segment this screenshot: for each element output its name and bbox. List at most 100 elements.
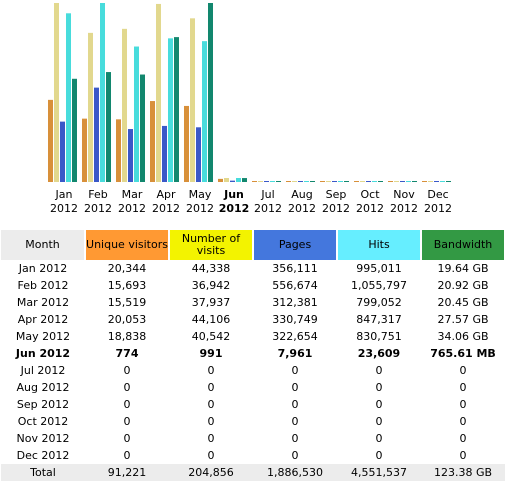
cell-month: Jan 2012	[18, 262, 68, 275]
bar	[128, 129, 133, 182]
year-label: 2012	[50, 202, 78, 215]
column-header: Unique visitors	[85, 230, 170, 260]
cell-month: Jun 2012	[15, 347, 71, 360]
cell-value: 0	[459, 432, 467, 445]
bar	[388, 181, 393, 182]
bar	[286, 181, 291, 182]
month-label: Jul	[260, 188, 274, 201]
year-label: 2012	[254, 202, 282, 215]
cell-value: 991	[199, 347, 223, 360]
cell-value: 20.92 GB	[437, 279, 489, 292]
bar	[156, 3, 161, 182]
cell-value: 0	[291, 432, 299, 445]
total-value: 1,886,530	[253, 464, 337, 481]
bar	[100, 3, 105, 182]
year-label: 2012	[356, 202, 384, 215]
bar	[202, 41, 207, 183]
cell-month: Sep 2012	[16, 398, 70, 411]
cell-value: 0	[291, 449, 299, 462]
cell-value: 44,106	[191, 313, 231, 326]
cell-month: Aug 2012	[16, 381, 70, 394]
year-label: 2012	[186, 202, 214, 215]
month-row: Oct 2012 0 0 0 0 0	[1, 413, 505, 430]
bar	[412, 181, 417, 182]
header-row: Month Unique visitors Number of visits Pag…	[1, 230, 506, 260]
year-label: 2012	[424, 202, 452, 215]
month-label: Jun	[223, 188, 244, 201]
bar	[276, 181, 281, 182]
bar	[218, 178, 223, 182]
total-value: 123.38 GB	[421, 464, 505, 481]
bar	[116, 119, 121, 182]
cell-month: Mar 2012	[16, 296, 70, 309]
cell-value: 7,961	[277, 347, 313, 360]
cell-value: 995,011	[356, 262, 402, 275]
cell-month: Feb 2012	[17, 279, 69, 292]
cell-value: 0	[459, 415, 467, 428]
chart: Jan2012Feb2012Mar2012Apr2012May2012Jun20…	[48, 3, 452, 215]
bar	[400, 181, 405, 182]
bar	[354, 181, 359, 182]
month-label: Nov	[393, 188, 415, 201]
cell-value: 0	[459, 398, 467, 411]
cell-value: 44,338	[191, 262, 231, 275]
cell-value: 0	[123, 432, 131, 445]
bar	[82, 118, 87, 182]
cell-value: 0	[459, 381, 467, 394]
bar	[406, 181, 411, 182]
bar	[372, 181, 377, 182]
year-label: 2012	[118, 202, 146, 215]
bar	[168, 38, 173, 182]
cell-value: 23,609	[357, 347, 401, 360]
bar	[422, 181, 427, 182]
cell-value: 0	[123, 364, 131, 377]
total-value: 204,856	[169, 464, 253, 481]
bar	[446, 181, 451, 182]
cell-value: 0	[291, 364, 299, 377]
month-label: Apr	[156, 188, 176, 201]
cell-value: 0	[123, 415, 131, 428]
bar	[378, 181, 383, 182]
month-label: Oct	[360, 188, 380, 201]
month-row: Nov 2012 0 0 0 0 0	[1, 430, 505, 447]
column-header: Number of visits	[169, 230, 254, 260]
bar	[190, 18, 195, 183]
cell-month: Oct 2012	[17, 415, 69, 428]
bar	[264, 181, 269, 182]
cell-value: 15,519	[107, 296, 147, 309]
bar	[224, 177, 229, 182]
bar	[258, 181, 263, 182]
stats-table: Month Unique visitors Number of visits Pag…	[1, 230, 506, 481]
month-label: Jan	[55, 188, 73, 201]
bar	[236, 177, 241, 182]
month-label: Sep	[326, 188, 347, 201]
bar	[440, 181, 445, 182]
cell-value: 799,052	[356, 296, 402, 309]
bar	[94, 87, 99, 182]
year-label: 2012	[288, 202, 316, 215]
bar	[140, 74, 145, 182]
bar	[304, 181, 309, 182]
column-header: Hits	[337, 230, 422, 260]
cell-value: 0	[375, 415, 383, 428]
total-label: Total	[1, 464, 85, 481]
cell-value: 0	[207, 364, 215, 377]
month-row: Jul 2012 0 0 0 0 0	[1, 362, 505, 379]
cell-value: 0	[459, 364, 467, 377]
bar	[242, 178, 247, 182]
bar	[394, 181, 399, 182]
cell-value: 0	[375, 364, 383, 377]
month-label: Feb	[88, 188, 107, 201]
cell-value: 0	[291, 381, 299, 394]
cell-value: 0	[123, 381, 131, 394]
bar	[174, 37, 179, 182]
year-label: 2012	[219, 202, 250, 215]
cell-value: 0	[459, 449, 467, 462]
cell-value: 20,053	[107, 313, 147, 326]
cell-value: 15,693	[107, 279, 147, 292]
bar	[344, 181, 349, 182]
cell-value: 0	[375, 398, 383, 411]
cell-value: 0	[291, 415, 299, 428]
cell-value: 312,381	[272, 296, 318, 309]
